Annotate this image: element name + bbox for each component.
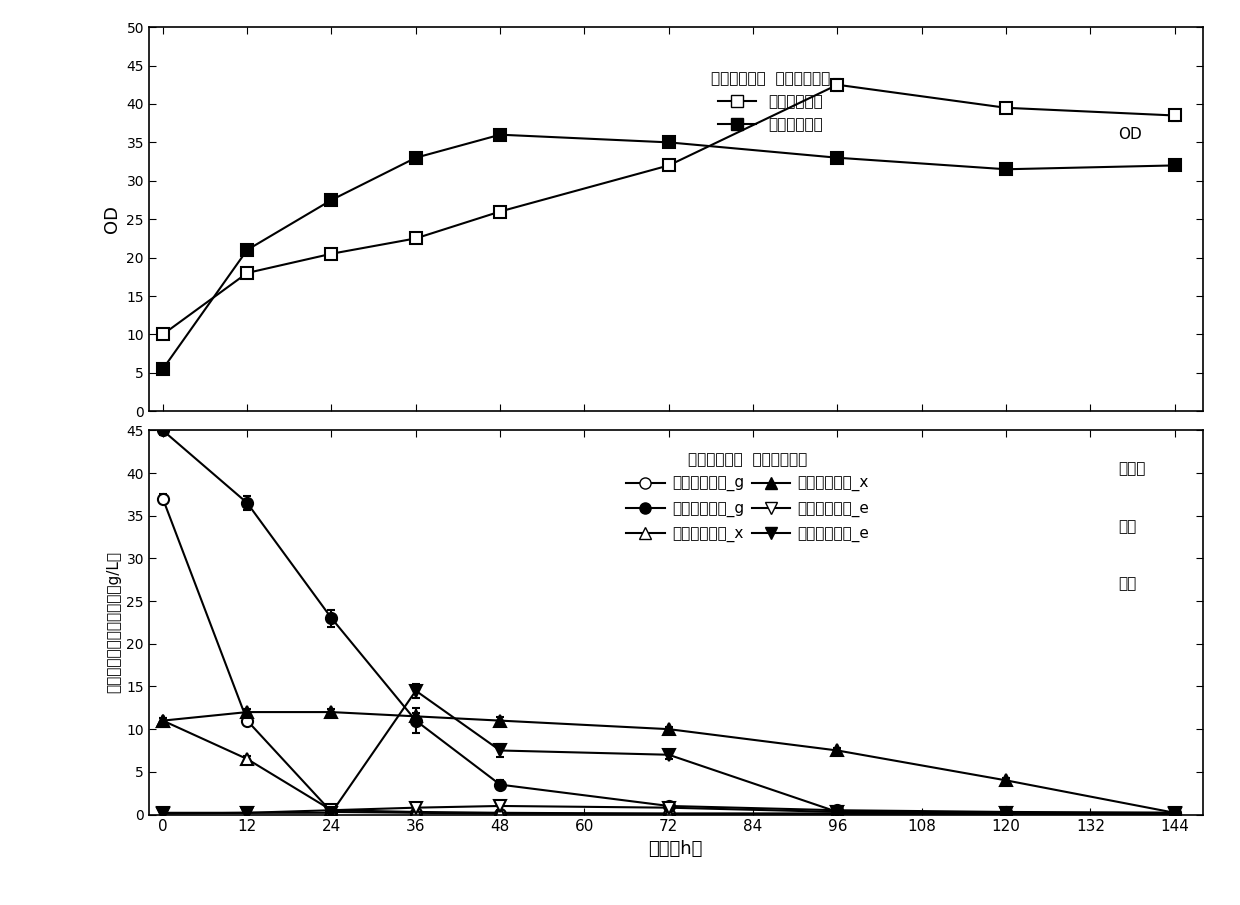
Y-axis label: OD: OD bbox=[103, 205, 120, 233]
X-axis label: 时间（h）: 时间（h） bbox=[649, 840, 703, 858]
Legend: 树干毕赤酵母, 产朊假丝酵母: 树干毕赤酵母, 产朊假丝酵母 bbox=[704, 65, 836, 138]
Text: 乙醇: 乙醇 bbox=[1118, 576, 1137, 592]
Text: OD: OD bbox=[1118, 128, 1142, 142]
Text: 木糖: 木糖 bbox=[1118, 519, 1137, 534]
Y-axis label: 葡萄糖、木糖和乙醇浓度（g/L）: 葡萄糖、木糖和乙醇浓度（g/L） bbox=[105, 551, 120, 693]
Legend: 树干毕赤酵母_g, 产朊假丝酵母_g, 树干毕赤酵母_x, 产朊假丝酵母_x, 树干毕赤酵母_e, 产朊假丝酵母_e: 树干毕赤酵母_g, 产朊假丝酵母_g, 树干毕赤酵母_x, 产朊假丝酵母_x, … bbox=[620, 446, 875, 549]
Text: 葡萄糖: 葡萄糖 bbox=[1118, 462, 1146, 476]
